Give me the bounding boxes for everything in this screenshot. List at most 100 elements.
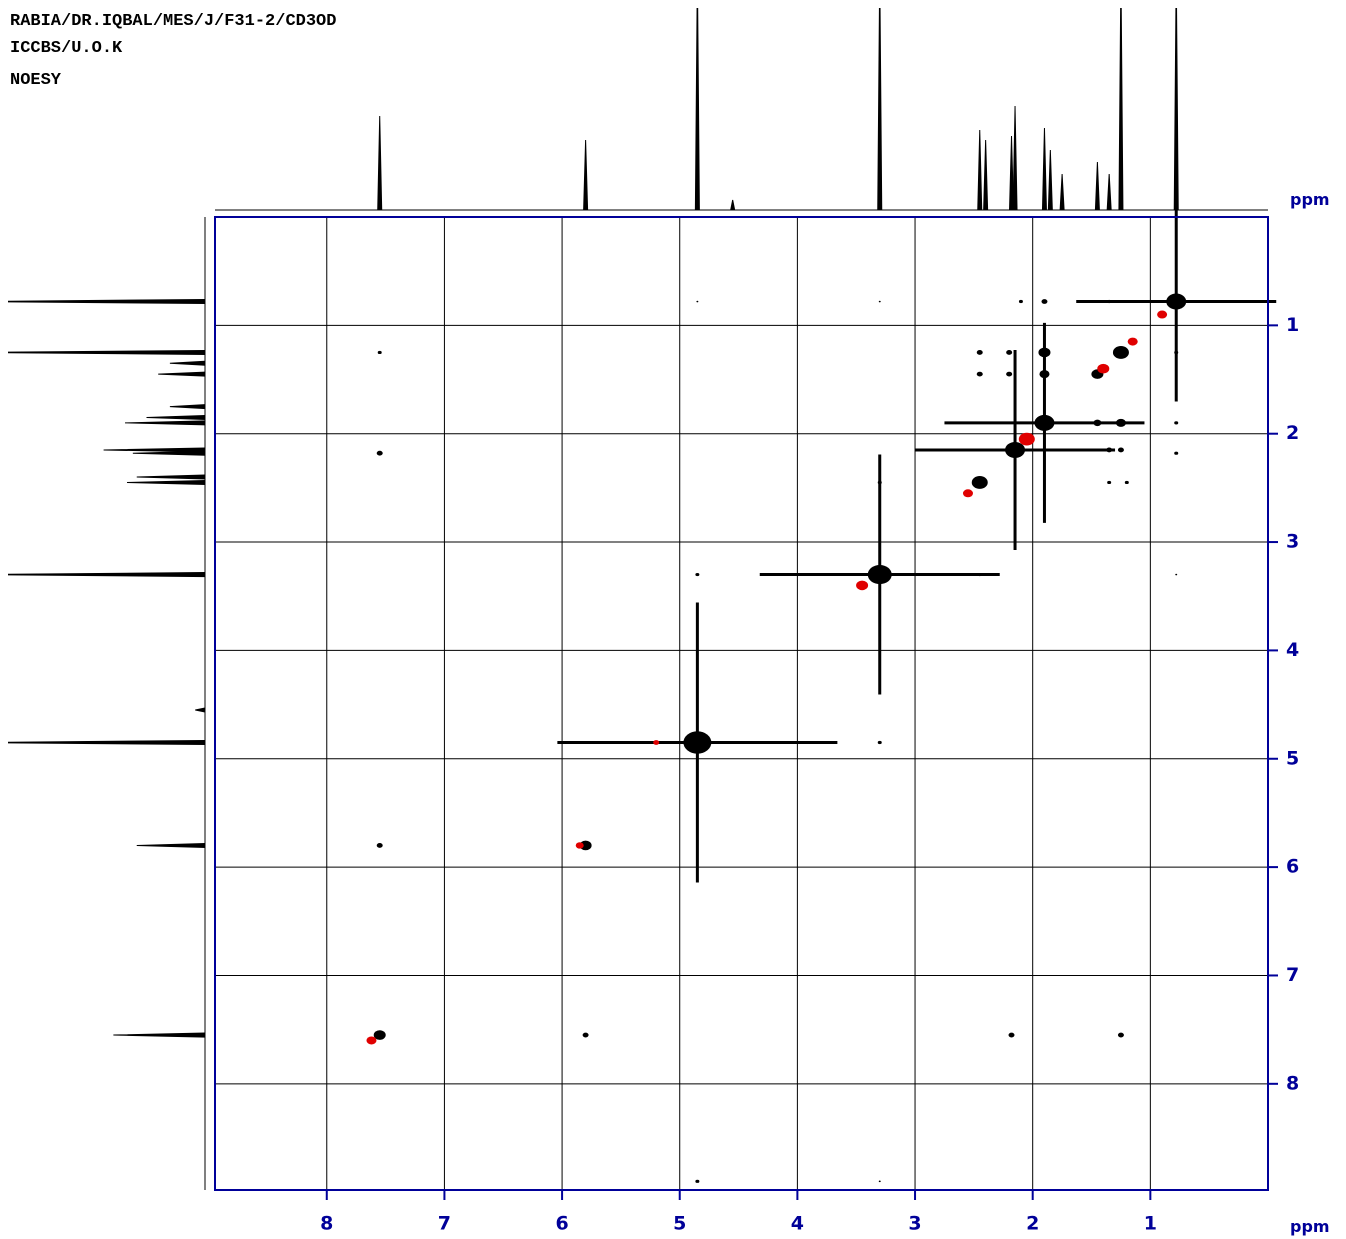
- cross-peak: [878, 300, 881, 303]
- spectrum-peak: [583, 139, 589, 211]
- cross-peak: [377, 350, 382, 355]
- cross-peak: [1157, 310, 1168, 319]
- cross-peak: [759, 454, 1000, 695]
- peak-contour: [878, 300, 881, 303]
- cross-peak: [1112, 346, 1129, 359]
- subtitle: ICCBS/U.O.K: [10, 39, 123, 58]
- peak-contour: [1006, 371, 1013, 377]
- peak-contour: [1157, 310, 1168, 319]
- cross-peak: [373, 1030, 386, 1040]
- x-tick-label: 2: [1026, 1213, 1039, 1235]
- peak-contour: [878, 1180, 881, 1183]
- cross-peak: [1175, 573, 1178, 576]
- cross-peak: [1117, 1032, 1124, 1038]
- spectrum-peak: [1059, 173, 1065, 211]
- peak-contour: [877, 480, 882, 485]
- cross-peak: [976, 350, 983, 355]
- spectrum-peak: [8, 740, 206, 746]
- spectrum-peak: [1041, 127, 1047, 211]
- cross-peak: [1008, 1032, 1015, 1038]
- cross-peak: [376, 843, 383, 848]
- spectrum-peak: [113, 1032, 206, 1038]
- y-tick-label: 7: [1286, 964, 1299, 986]
- spectrum-peak: [8, 299, 206, 305]
- spectrum-peak: [103, 447, 206, 453]
- x-tick-label: 1: [1144, 1213, 1157, 1235]
- peak-contour: [1115, 418, 1126, 427]
- cross-peak: [878, 1180, 881, 1183]
- plot-frame: [214, 216, 1269, 1191]
- cross-peak: [1124, 480, 1129, 485]
- peak-contour: [962, 489, 973, 498]
- peak-contour: [1174, 421, 1179, 425]
- peaks: [366, 201, 1277, 1183]
- peak-contour: [1039, 370, 1050, 379]
- cross-peak: [1174, 451, 1179, 455]
- peak-contour: [653, 740, 660, 745]
- spectrum-peak: [877, 8, 883, 211]
- cross-peak: [1018, 432, 1035, 446]
- cross-peak: [977, 572, 982, 577]
- spectrum-peak: [195, 707, 206, 713]
- cross-peak: [1006, 350, 1013, 355]
- spectrum-peak: [169, 360, 206, 366]
- y-tick-label: 3: [1286, 531, 1299, 553]
- cross-peak: [1115, 418, 1126, 427]
- peak-contour: [1175, 573, 1178, 576]
- cross-peak: [695, 572, 700, 577]
- cross-peak: [1097, 363, 1110, 374]
- peak-contour: [695, 1179, 700, 1183]
- cross-peak: [1117, 447, 1124, 453]
- cross-peak: [653, 740, 660, 745]
- cross-peak: [1038, 347, 1051, 358]
- peak-contour: [575, 842, 584, 849]
- spectrum-peak: [377, 115, 383, 211]
- cross-peak: [579, 840, 592, 851]
- peak-contour: [1174, 451, 1179, 455]
- x-tick-label: 7: [438, 1213, 451, 1235]
- peak-contour: [377, 350, 382, 355]
- spectrum-peak: [1047, 149, 1053, 211]
- spectrum-peak: [8, 349, 206, 355]
- spectrum-peak: [983, 139, 989, 211]
- cross-peak: [1018, 299, 1023, 304]
- cross-peak: [971, 476, 988, 489]
- peak-contour: [1018, 299, 1023, 304]
- spectrum-peak: [169, 404, 206, 410]
- peak-contour: [1127, 337, 1138, 346]
- peak-contour: [376, 450, 383, 456]
- cross-peak: [1107, 299, 1112, 304]
- peak-contour: [695, 572, 700, 577]
- spectrum-peak: [1118, 8, 1124, 211]
- x-tick-label: 5: [673, 1213, 686, 1235]
- cross-peak: [696, 300, 699, 303]
- y-tick-label: 1: [1286, 314, 1299, 336]
- cross-peak: [1174, 350, 1179, 355]
- title: RABIA/DR.IQBAL/MES/J/F31-2/CD3OD: [10, 12, 336, 31]
- peak-contour: [1124, 480, 1129, 485]
- peak-contour: [696, 300, 699, 303]
- top-projection: [377, 8, 1179, 211]
- peak-contour: [1038, 347, 1051, 358]
- y-tick-label: 8: [1286, 1072, 1299, 1094]
- peak-contour: [376, 843, 383, 848]
- x-axis-label: ppm: [1290, 1217, 1330, 1236]
- cross-peak: [582, 1032, 589, 1038]
- spectrum-peak: [1106, 173, 1112, 211]
- peak-contour: [1093, 419, 1102, 427]
- cross-peak: [695, 1179, 700, 1183]
- cross-peak: [915, 349, 1116, 550]
- cross-peak: [376, 450, 383, 456]
- cross-peak: [366, 1036, 377, 1045]
- peak-contour: [1174, 350, 1179, 355]
- peak-contour: [1006, 350, 1013, 355]
- spectrum-peak: [158, 371, 206, 377]
- cross-peak: [856, 580, 869, 591]
- peak-contour: [1117, 447, 1124, 453]
- cross-peak: [962, 489, 973, 498]
- peak-contour: [1106, 447, 1113, 453]
- peak-contour: [977, 572, 982, 577]
- peak-contour: [877, 740, 882, 745]
- spectrum-peak: [1094, 161, 1100, 211]
